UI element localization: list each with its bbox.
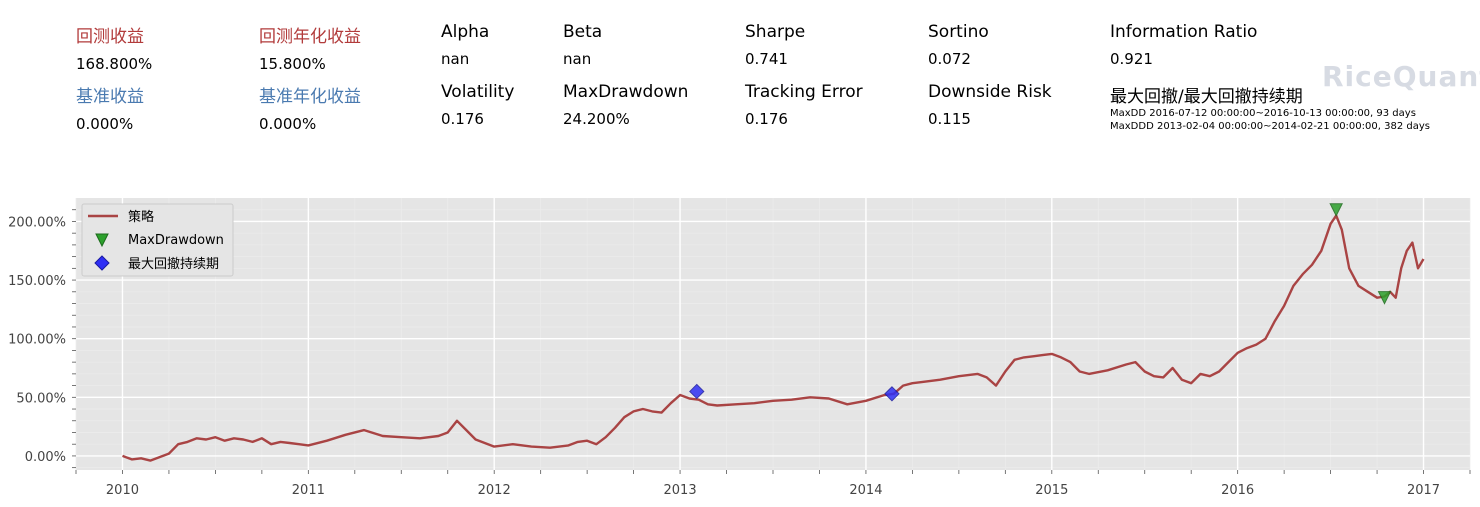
x-tick-label: 2013	[664, 483, 697, 498]
metric-value: 0.921	[1110, 50, 1153, 68]
metric-backtest-return: 回测收益 168.800%	[76, 22, 152, 73]
ricequant-logo: RiceQuant	[1322, 60, 1480, 93]
metric-value: nan	[441, 50, 470, 68]
y-tick-label: 200.00%	[8, 215, 66, 230]
metric-label: MaxDrawdown	[563, 82, 689, 102]
metric-value: 15.800%	[259, 55, 326, 73]
y-tick-label: 50.00%	[16, 391, 66, 406]
metric-label: Downside Risk	[928, 82, 1052, 102]
metric-label: 回测年化收益	[259, 27, 361, 47]
y-tick-label: 0.00%	[25, 450, 66, 465]
strategy-line	[122, 214, 1425, 462]
metric-value: 0.115	[928, 110, 971, 128]
metric-beta: Beta nan	[563, 22, 602, 68]
legend-maxddd-swatch	[94, 255, 110, 271]
metric-label: Information Ratio	[1110, 22, 1258, 42]
metric-value: 0.741	[745, 50, 788, 68]
metric-value: 0.176	[441, 110, 484, 128]
legend-maxdrawdown-label: MaxDrawdown	[128, 233, 224, 248]
metric-value: 0.176	[745, 110, 788, 128]
metric-downside-risk: Downside Risk 0.115	[928, 82, 1052, 128]
maxddd-marker	[689, 383, 705, 400]
y-tick-label: 150.00%	[8, 274, 66, 289]
metric-label: Tracking Error	[745, 82, 863, 102]
metric-label: Volatility	[441, 82, 515, 102]
metric-backtest-annual-return: 回测年化收益 15.800%	[259, 22, 361, 73]
metric-sortino: Sortino 0.072	[928, 22, 989, 68]
metric-value: 168.800%	[76, 55, 153, 73]
legend-box	[81, 203, 234, 277]
x-tick-label: 2010	[106, 483, 139, 498]
maxdd-title: 最大回撤/最大回撤持续期	[1110, 87, 1303, 107]
metric-tracking-error: Tracking Error 0.176	[745, 82, 863, 128]
metric-label: 基准年化收益	[259, 87, 361, 107]
metric-alpha: Alpha nan	[441, 22, 489, 68]
metric-maxdrawdown: MaxDrawdown 24.200%	[563, 82, 688, 128]
x-tick-label: 2014	[849, 483, 882, 498]
metric-value: 0.000%	[76, 115, 134, 133]
metric-value: 0.000%	[259, 115, 317, 133]
maxddd-marker	[884, 386, 900, 402]
metric-value: 24.200%	[563, 110, 630, 128]
metric-benchmark-annual-return: 基准年化收益 0.000%	[259, 82, 361, 133]
maxdrawdown-marker	[1329, 203, 1343, 217]
metric-benchmark-return: 基准收益 0.000%	[76, 82, 144, 133]
legend-maxdrawdown-swatch	[95, 233, 109, 248]
metric-sharpe: Sharpe 0.741	[745, 22, 805, 68]
metric-label: 回测收益	[76, 27, 144, 47]
metric-value: 0.072	[928, 50, 971, 68]
legend-maxddd-label: 最大回撤持续期	[128, 256, 219, 272]
x-tick-label: 2017	[1407, 483, 1440, 498]
metric-volatility: Volatility 0.176	[441, 82, 514, 128]
maxdrawdown-marker	[1377, 291, 1392, 305]
metric-label: Alpha	[441, 22, 490, 42]
x-tick-label: 2012	[478, 483, 511, 498]
y-tick-label: 100.00%	[8, 333, 66, 348]
metric-information-ratio: Information Ratio 0.921	[1110, 22, 1257, 68]
x-tick-label: 2015	[1035, 483, 1068, 498]
x-tick-label: 2016	[1221, 483, 1254, 498]
metric-maxdd-summary: 最大回撤/最大回撤持续期 MaxDD 2016-07-12 00:00:00~2…	[1110, 82, 1430, 133]
metric-value: nan	[563, 50, 592, 68]
metric-label: Sharpe	[745, 22, 806, 42]
metric-label: Sortino	[928, 22, 989, 42]
x-tick-label: 2011	[292, 483, 325, 498]
metric-label: 基准收益	[76, 87, 144, 107]
legend-strategy-label: 策略	[128, 209, 154, 225]
metric-label: Beta	[563, 22, 603, 42]
maxdd-line: MaxDD 2016-07-12 00:00:00~2016-10-13 00:…	[1110, 108, 1416, 119]
maxddd-line: MaxDDD 2013-02-04 00:00:00~2014-02-21 00…	[1110, 121, 1430, 132]
